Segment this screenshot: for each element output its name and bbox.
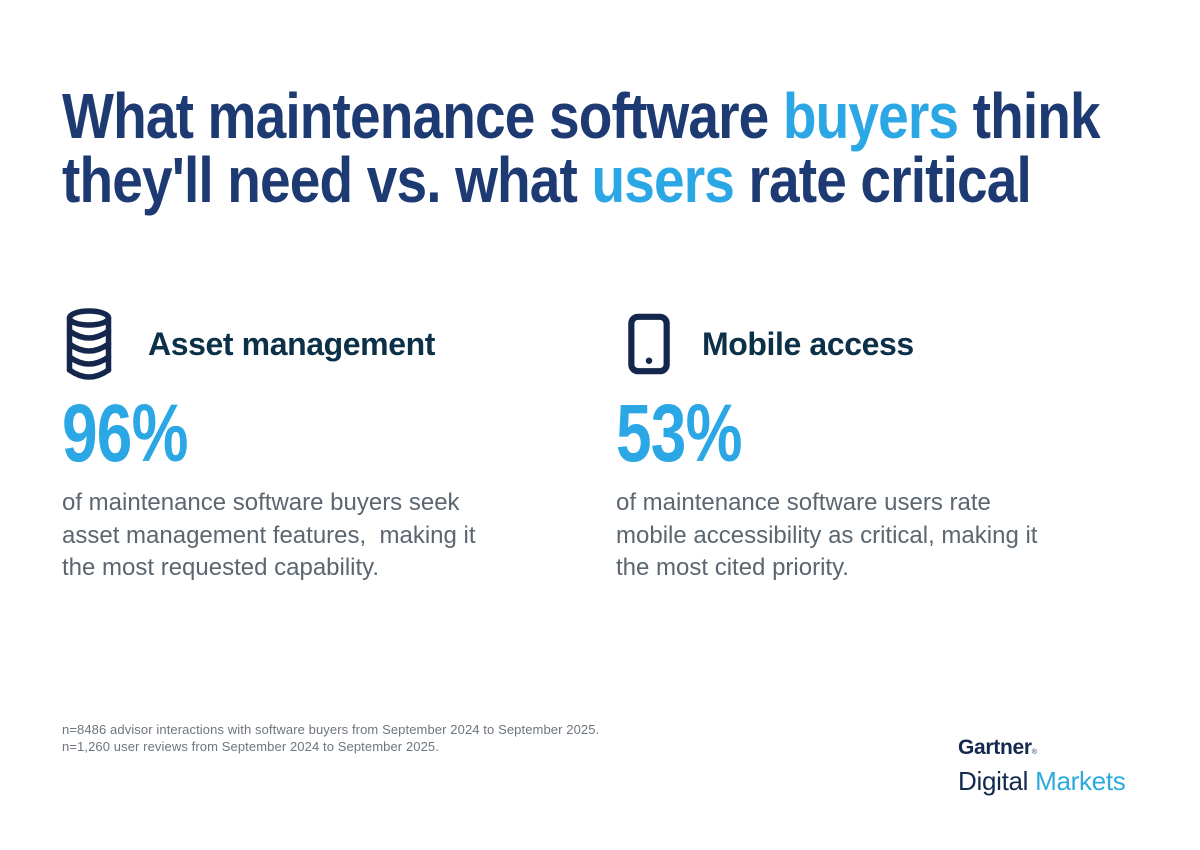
- page-title: What maintenance software buyers think t…: [62, 84, 1172, 212]
- title-text: rate critical: [734, 144, 1031, 216]
- stat-header: Mobile access: [616, 305, 1176, 383]
- gartner-text: Gartner: [958, 736, 1032, 759]
- title-highlight-users: users: [591, 144, 735, 216]
- stat-description-line: the most requested capability.: [62, 554, 380, 581]
- stat-description-line: asset management features, making it: [62, 521, 476, 549]
- title-line-1: What maintenance software buyers think: [62, 84, 1101, 148]
- gartner-wordmark: Gartner®: [958, 736, 1125, 764]
- source-footnotes: n=8486 advisor interactions with softwar…: [62, 722, 599, 755]
- smartphone-icon: [616, 313, 702, 375]
- stat-description: of maintenance software users rate mobil…: [616, 487, 1037, 585]
- stat-description-line: mobile accessibility as critical, making…: [616, 521, 1038, 549]
- stat-header: Asset management: [62, 305, 582, 383]
- stat-value: 53%: [616, 388, 742, 479]
- title-highlight-buyers: buyers: [782, 80, 959, 152]
- stat-description-line: of maintenance software buyers seek: [62, 489, 460, 516]
- footnote-users: n=1,260 user reviews from September 2024…: [62, 738, 439, 754]
- registered-trademark-icon: ®: [1031, 749, 1037, 756]
- title-text: they'll need vs. what: [62, 144, 592, 216]
- stat-asset-management: Asset management 96% of maintenance soft…: [62, 305, 582, 581]
- markets-text: Markets: [1035, 766, 1126, 796]
- stat-description-line: the most cited priority.: [616, 554, 849, 581]
- stat-label: Asset management: [148, 325, 436, 362]
- stat-description: of maintenance software buyers seek asse…: [62, 487, 476, 585]
- stat-value: 96%: [62, 388, 188, 479]
- title-text: What maintenance software: [62, 80, 783, 152]
- stat-mobile-access: Mobile access 53% of maintenance softwar…: [616, 305, 1176, 581]
- title-line-2: they'll need vs. what users rate critica…: [62, 148, 1032, 212]
- gartner-digital-markets-logo: Gartner® Digital Markets: [958, 736, 1126, 796]
- title-text: think: [958, 80, 1101, 152]
- stat-description-line: of maintenance software users rate: [616, 489, 991, 516]
- database-icon: [62, 308, 148, 380]
- footnote-buyers: n=8486 advisor interactions with softwar…: [62, 722, 600, 737]
- digital-text: Digital: [958, 766, 1029, 796]
- digital-markets-wordmark: Digital Markets: [958, 766, 1126, 796]
- stat-label: Mobile access: [702, 325, 914, 362]
